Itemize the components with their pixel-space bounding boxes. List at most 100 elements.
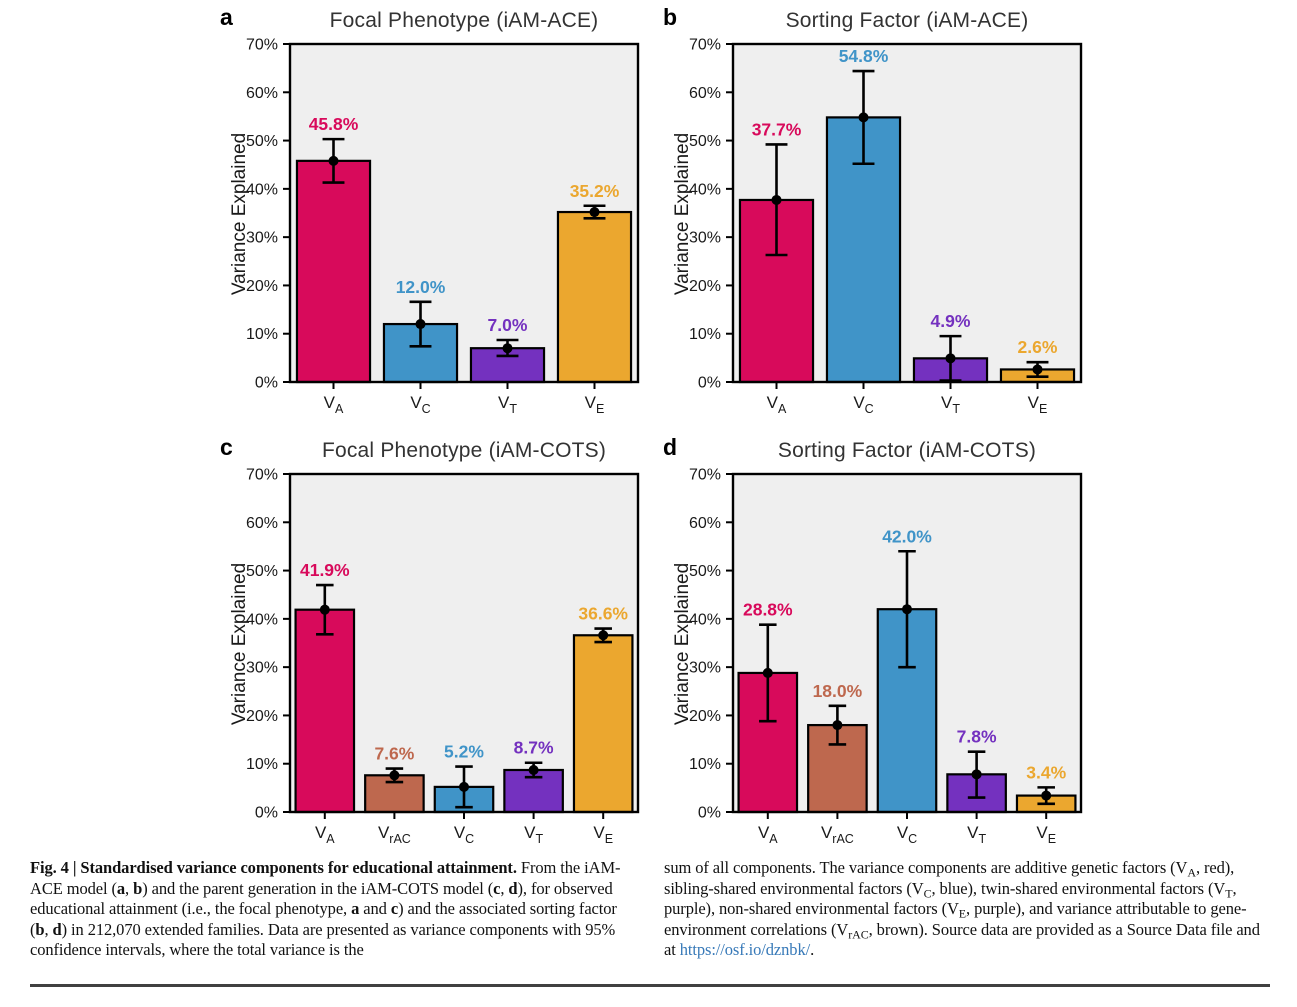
caption-bold-text: b — [133, 878, 143, 898]
caption-bold-text: b — [35, 919, 45, 939]
bar-chart-b: 0% 10% 20% 30% 40% 50% 60% 70% 37.7% VA 54.8% VC 4.9… — [689, 37, 1083, 416]
caption-text: , red), sibling-shared environmental fac… — [664, 858, 1235, 898]
y-tick-label: 70% — [246, 37, 278, 54]
x-tick-label-v-t: VT — [498, 393, 517, 416]
error-bar-v-a — [322, 137, 345, 184]
point-marker — [1041, 790, 1052, 801]
value-label-v-c: 42.0% — [882, 526, 932, 546]
error-bar-v-rac — [385, 767, 404, 784]
error-bar-v-t — [496, 338, 519, 358]
point-marker — [415, 319, 426, 330]
caption-bold-text: a — [351, 899, 360, 918]
panel-label-a: a — [220, 4, 233, 30]
x-tick-label-v-t: VT — [967, 823, 986, 846]
x-tick-label-v-rac: VrAC — [821, 823, 854, 846]
bar-v-a — [294, 608, 356, 814]
caption-text: ) in 212,070 extended families. Data are… — [30, 919, 616, 960]
x-tick-label-v-e: VE — [593, 823, 613, 846]
y-tick-label: 50% — [689, 563, 721, 580]
panel-d: d Sorting Factor (iAM-COTS) Variance Exp… — [661, 434, 1104, 856]
caption-text: . — [810, 940, 815, 959]
caption-text: ) and the associated sorting factor ( — [30, 899, 617, 939]
y-tick-label: 30% — [246, 230, 278, 247]
caption-bold-text: d — [508, 878, 518, 898]
x-tick-label-v-a: VA — [767, 393, 787, 416]
x-tick-label-v-a: VA — [315, 823, 335, 846]
y-tick-label: 20% — [246, 708, 278, 725]
panel-label-d: d — [663, 434, 678, 460]
point-marker — [528, 764, 539, 775]
value-label-v-c: 54.8% — [839, 46, 889, 66]
value-label-v-a: 28.8% — [743, 600, 793, 620]
error-bar-v-t — [939, 334, 962, 382]
bar-v-e — [556, 210, 633, 384]
y-tick-label: 50% — [246, 133, 278, 150]
value-label-v-e: 2.6% — [1018, 337, 1058, 357]
y-tick-label: 10% — [689, 326, 721, 343]
panel-label-c: c — [220, 434, 233, 460]
y-tick-label: 0% — [698, 805, 721, 822]
bar-chart-c: 0% 10% 20% 30% 40% 50% 60% 70% 41.9% VA 7.6% VrAC 5.… — [246, 467, 640, 846]
caption-text: , — [44, 919, 53, 939]
value-label-v-a: 45.8% — [309, 114, 359, 134]
caption-subscript: rAC — [848, 927, 869, 941]
point-marker — [902, 604, 912, 615]
x-tick-label-v-e: VE — [1036, 823, 1056, 846]
value-label-v-c: 5.2% — [444, 742, 484, 762]
panel-c: c Focal Phenotype (iAM-COTS) Variance Ex… — [218, 434, 661, 856]
error-bar-v-c — [852, 69, 875, 166]
x-tick-label-v-rac: VrAC — [378, 823, 411, 846]
y-tick-label: 40% — [246, 181, 278, 198]
panel-b: b Sorting Factor (iAM-ACE) Variance Expl… — [661, 4, 1104, 426]
value-label-v-t: 4.9% — [931, 311, 971, 331]
x-tick-label-v-t: VT — [941, 393, 960, 416]
figure-caption: Fig. 4 | Standardised variance component… — [30, 858, 1270, 961]
value-label-v-rac: 18.0% — [813, 681, 863, 701]
x-tick-label-v-t: VT — [524, 823, 543, 846]
y-tick-label: 20% — [246, 278, 278, 295]
plot-frame — [731, 42, 1083, 384]
y-tick-label: 30% — [689, 660, 721, 677]
error-bar-v-e — [1037, 786, 1055, 806]
osf-link[interactable]: https://osf.io/dznbk/ — [679, 940, 811, 959]
y-tick-label: 0% — [698, 375, 721, 392]
caption-text: , blue), twin-shared environmental facto… — [931, 878, 1226, 898]
panel-title-b: Sorting Factor (iAM-ACE) — [785, 9, 1029, 32]
x-tick-label-v-c: VC — [410, 393, 430, 416]
bar-v-a — [295, 159, 372, 384]
value-label-v-a: 37.7% — [752, 119, 802, 139]
bar-chart-a: 0% 10% 20% 30% 40% 50% 60% 70% 45.8% VA 12.0% VC 7.0… — [246, 37, 640, 416]
y-tick-label: 50% — [246, 563, 278, 580]
x-tick-label-v-c: VC — [897, 823, 917, 846]
value-label-v-e: 3.4% — [1026, 762, 1066, 782]
caption-right-column: sum of all components. The variance comp… — [664, 858, 1270, 961]
caption-text: , — [125, 878, 134, 898]
point-marker — [971, 769, 982, 780]
point-marker — [762, 667, 773, 678]
point-marker — [598, 630, 609, 641]
plot-frame — [288, 42, 640, 384]
panel-a: a Focal Phenotype (iAM-ACE) Variance Exp… — [218, 4, 661, 426]
figure-panels-grid: a Focal Phenotype (iAM-ACE) Variance Exp… — [218, 4, 1104, 856]
caption-text: ) and the parent generation in the iAM-C… — [142, 878, 494, 898]
y-tick-label: 40% — [689, 611, 721, 628]
y-tick-label: 70% — [689, 37, 721, 54]
caption-bold-text: c — [493, 878, 501, 898]
y-tick-label: 0% — [255, 375, 278, 392]
point-marker — [459, 781, 469, 792]
point-marker — [389, 770, 400, 781]
value-label-v-t: 7.8% — [957, 727, 997, 747]
caption-subscript: C — [923, 886, 932, 900]
y-tick-label: 10% — [246, 756, 278, 773]
value-label-v-a: 41.9% — [300, 560, 350, 580]
point-marker — [1032, 364, 1043, 375]
y-tick-label: 70% — [689, 467, 721, 484]
caption-bold-text: Fig. 4 | Standardised variance component… — [30, 858, 517, 877]
point-marker — [319, 604, 330, 615]
y-tick-label: 60% — [246, 515, 278, 532]
value-label-v-t: 7.0% — [488, 315, 528, 335]
caption-subscript: T — [1225, 886, 1233, 900]
x-tick-label-v-e: VE — [1028, 393, 1048, 416]
error-bar-v-c — [409, 300, 432, 348]
error-bar-v-c — [898, 549, 916, 669]
